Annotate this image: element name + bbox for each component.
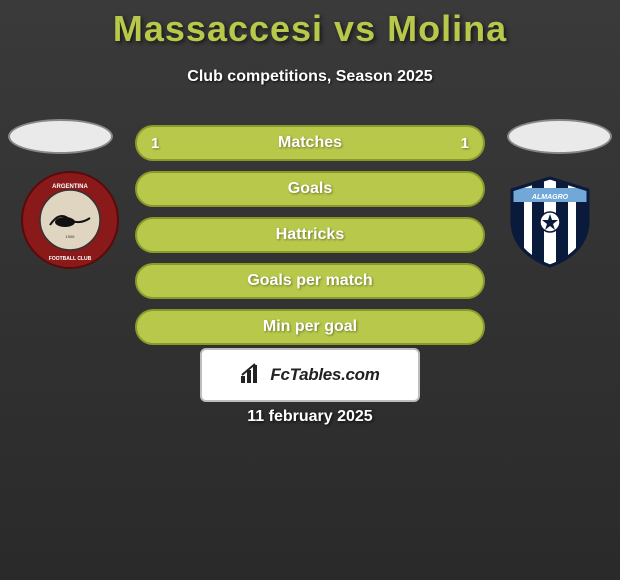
watermark: FcTables.com xyxy=(200,348,420,402)
team-left-badge: ARGENTINA FOOTBALL CLUB 1906 xyxy=(20,170,120,270)
stat-label: Min per goal xyxy=(137,318,483,336)
flag-left xyxy=(8,119,113,154)
page-subtitle: Club competitions, Season 2025 xyxy=(0,68,620,86)
stat-row-min-per-goal: Min per goal xyxy=(135,309,485,345)
svg-text:ARGENTINA: ARGENTINA xyxy=(52,184,88,190)
page-title: Massaccesi vs Molina xyxy=(0,8,620,50)
stat-label: Matches xyxy=(137,134,483,152)
stat-row-goals-per-match: Goals per match xyxy=(135,263,485,299)
stat-label: Goals per match xyxy=(137,272,483,290)
stat-label: Goals xyxy=(137,180,483,198)
flag-right xyxy=(507,119,612,154)
svg-text:ALMAGRO: ALMAGRO xyxy=(531,194,569,201)
chart-bars-icon xyxy=(240,362,262,389)
watermark-text: FcTables.com xyxy=(270,365,379,385)
stat-row-goals: Goals xyxy=(135,171,485,207)
team-right-badge: ALMAGRO xyxy=(500,170,600,270)
stat-label: Hattricks xyxy=(137,226,483,244)
svg-text:1906: 1906 xyxy=(66,234,76,239)
stats-table: 1 Matches 1 Goals Hattricks Goals per ma… xyxy=(135,125,485,355)
stat-left-value: 1 xyxy=(151,135,159,152)
stat-row-hattricks: Hattricks xyxy=(135,217,485,253)
stat-right-value: 1 xyxy=(461,135,469,152)
date-text: 11 february 2025 xyxy=(0,408,620,426)
svg-text:FOOTBALL CLUB: FOOTBALL CLUB xyxy=(49,256,92,262)
stat-row-matches: 1 Matches 1 xyxy=(135,125,485,161)
